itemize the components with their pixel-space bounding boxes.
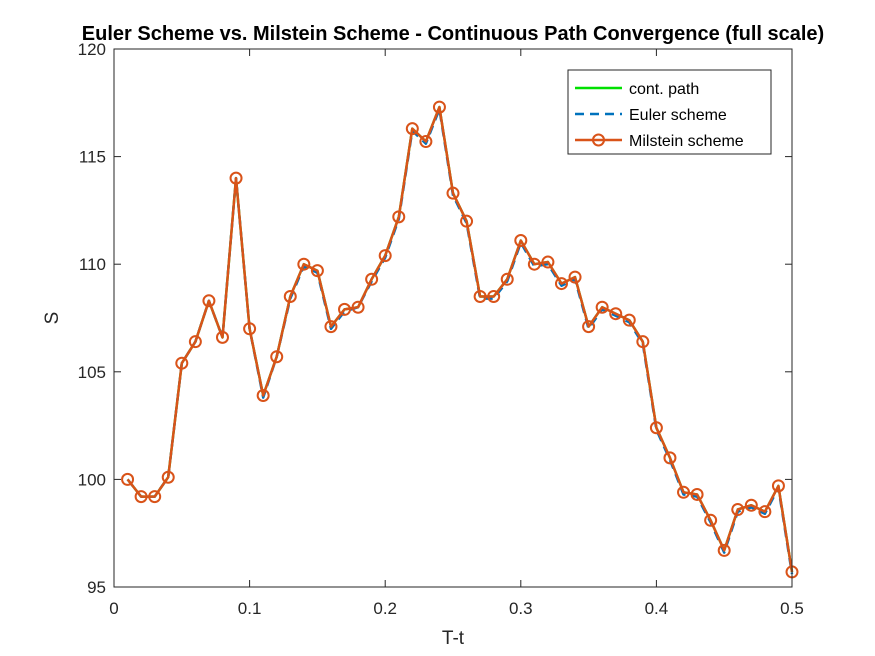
x-tick-label: 0.4	[645, 599, 669, 618]
series-point-2	[649, 421, 663, 435]
series-point-2	[514, 234, 528, 248]
x-tick-label: 0.2	[373, 599, 397, 618]
series-layer	[121, 100, 799, 579]
series-point-2	[324, 320, 338, 334]
series-point-2	[582, 320, 596, 334]
series-point-2	[771, 479, 785, 493]
series-point-2	[744, 498, 758, 512]
series-point-2	[500, 272, 514, 286]
series-point-2	[121, 472, 135, 486]
series-point-2	[609, 307, 623, 321]
series-point-2	[338, 302, 352, 316]
x-tick-label: 0.1	[238, 599, 262, 618]
legend-marker-2	[592, 133, 605, 147]
series-point-2	[270, 350, 284, 364]
series-point-2	[283, 289, 297, 303]
series-point-2	[215, 330, 229, 344]
series-point-2	[663, 451, 677, 465]
chart-title: Euler Scheme vs. Milstein Scheme - Conti…	[82, 23, 824, 45]
series-point-2	[704, 513, 718, 527]
series-point-2	[460, 214, 474, 228]
series-point-2	[446, 186, 460, 200]
series-point-2	[595, 300, 609, 314]
legend: cont. path Euler scheme Milstein scheme	[567, 69, 772, 155]
series-point-2	[310, 264, 324, 278]
y-tick-label: 100	[78, 470, 106, 489]
y-axis-ticks: 95 100 105 110 115 120	[78, 40, 792, 597]
y-tick-label: 110	[79, 255, 106, 274]
series-point-2	[188, 335, 202, 349]
series-point-2	[378, 249, 392, 263]
series-point-2	[677, 485, 691, 499]
series-point-2	[758, 505, 772, 519]
y-tick-label: 120	[78, 40, 106, 59]
series-point-2	[134, 490, 148, 504]
series-point-2	[473, 289, 487, 303]
x-tick-label: 0.3	[509, 599, 533, 618]
series-point-2	[229, 171, 243, 185]
legend-label-2: Milstein scheme	[629, 133, 744, 150]
legend-label-0: cont. path	[629, 81, 699, 98]
series-point-2	[717, 543, 731, 557]
x-tick-label: 0	[109, 599, 118, 618]
series-point-2	[731, 503, 745, 517]
series-point-2	[690, 487, 704, 501]
x-axis-ticks: 0 0.1 0.2 0.3 0.4 0.5	[109, 49, 804, 618]
x-tick-label: 0.5	[780, 599, 804, 618]
series-point-2	[487, 289, 501, 303]
series-point-2	[351, 300, 365, 314]
series-point-2	[636, 335, 650, 349]
x-axis-label: T-t	[442, 628, 465, 649]
plot-frame	[113, 48, 793, 588]
series-point-2	[568, 270, 582, 284]
series-point-2	[202, 294, 216, 308]
series-point-2	[148, 490, 162, 504]
legend-label-1: Euler scheme	[629, 107, 727, 124]
series-point-2	[392, 210, 406, 224]
series-point-2	[256, 388, 270, 402]
series-point-2	[432, 100, 446, 114]
y-tick-label: 95	[87, 578, 106, 597]
series-point-2	[405, 122, 419, 136]
series-point-2	[527, 257, 541, 271]
y-tick-label: 105	[78, 363, 106, 382]
y-tick-label: 115	[79, 148, 106, 167]
y-axis-label: S	[42, 312, 63, 325]
series-point-2	[419, 135, 433, 149]
series-point-2	[554, 277, 568, 291]
series-point-2	[541, 255, 555, 269]
series-point-2	[161, 470, 175, 484]
series-point-2	[622, 313, 636, 327]
series-point-2	[243, 322, 257, 336]
series-point-2	[175, 356, 189, 370]
series-point-2	[365, 272, 379, 286]
series-point-2	[297, 257, 311, 271]
